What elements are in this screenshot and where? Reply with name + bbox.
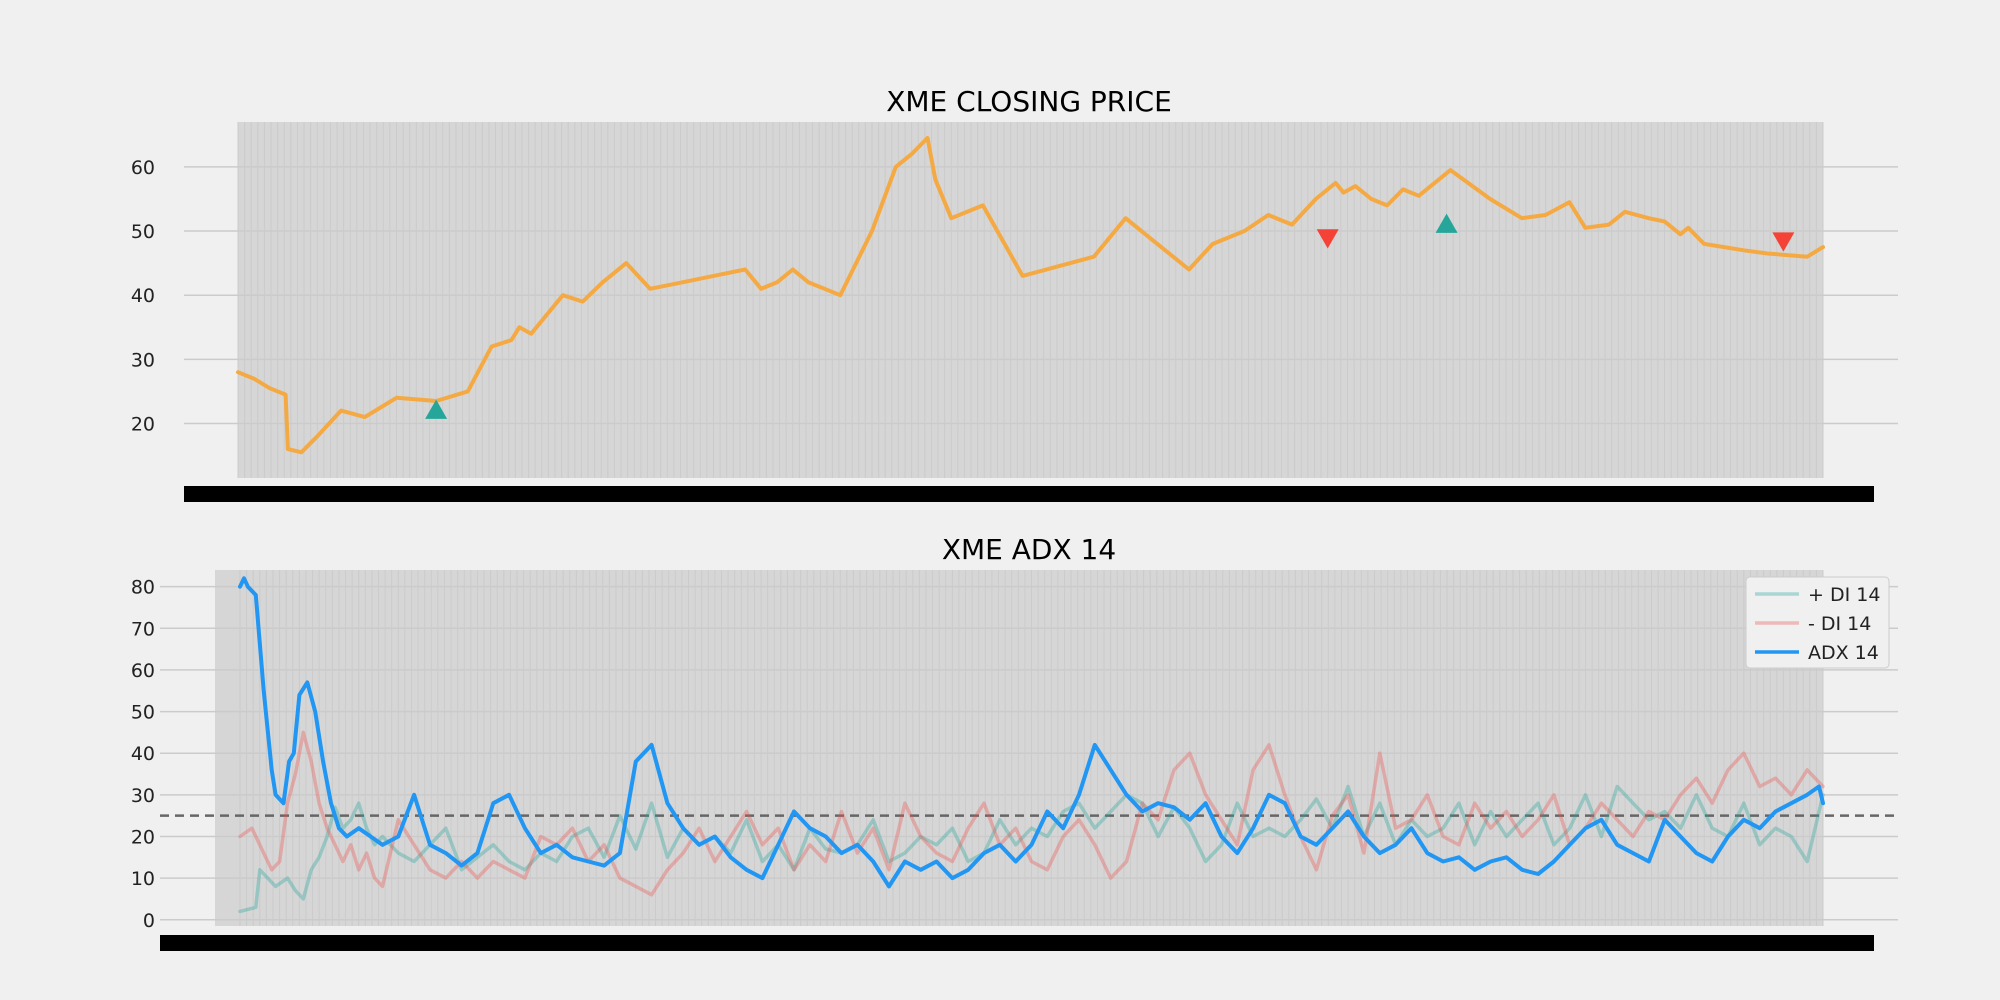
series-line-adx: [238, 576, 1825, 889]
adx-series: [238, 576, 1825, 914]
legend-label-adx: ADX 14: [1808, 642, 1879, 664]
adx-vertical-grid: [239, 570, 1824, 926]
price-y-tick-label: 40: [131, 285, 155, 307]
adx-y-tick-labels: 0 10 20 30 40 50 60 70 80: [131, 577, 155, 932]
adx-y-tick-label: 20: [131, 826, 155, 848]
price-x-tick-band: [184, 486, 1874, 502]
adx-chart-title: XME ADX 14: [942, 533, 1116, 566]
price-vertical-grid: [237, 122, 1824, 478]
adx-plot-area: [215, 570, 1823, 926]
price-horizontal-grid: [184, 166, 1898, 425]
adx-y-tick-label: 0: [143, 910, 155, 932]
price-series: [236, 136, 1825, 455]
price-y-tick-label: 50: [131, 221, 155, 243]
buy-signal-marker: [425, 399, 448, 419]
legend: + DI 14 - DI 14 ADX 14: [1745, 576, 1890, 669]
adx-y-tick-label: 80: [131, 577, 155, 599]
price-y-tick-label: 30: [131, 349, 155, 371]
series-line-minus_di: [238, 730, 1825, 897]
adx-y-tick-label: 30: [131, 785, 155, 807]
adx-horizontal-grid: [160, 585, 1898, 921]
price-chart: XME CLOSING PRICE 20 30 40 50 60: [131, 85, 1898, 502]
price-chart-title: XME CLOSING PRICE: [886, 85, 1172, 118]
legend-box: [1745, 576, 1890, 669]
series-line-plus_di: [238, 784, 1825, 914]
legend-label-minus-di: - DI 14: [1808, 613, 1871, 635]
adx-y-tick-label: 60: [131, 660, 155, 682]
series-line-close: [236, 136, 1825, 455]
sell-signal-marker: [1316, 229, 1339, 249]
buy-signal-marker: [1435, 213, 1458, 233]
sell-signal-marker: [1772, 232, 1795, 252]
adx-x-tick-band: [160, 935, 1874, 951]
adx-chart: XME ADX 14 0 10 20 30 40 50 60 70 80 + DI 14 - D…: [131, 533, 1898, 951]
adx-y-tick-label: 50: [131, 702, 155, 724]
adx-y-tick-label: 70: [131, 618, 155, 640]
price-y-tick-label: 60: [131, 157, 155, 179]
adx-y-tick-label: 40: [131, 743, 155, 765]
signal-markers: [425, 213, 1795, 419]
adx-y-tick-label: 10: [131, 868, 155, 890]
price-y-tick-labels: 20 30 40 50 60: [131, 157, 155, 436]
legend-label-plus-di: + DI 14: [1808, 584, 1880, 606]
price-y-tick-label: 20: [131, 413, 155, 435]
